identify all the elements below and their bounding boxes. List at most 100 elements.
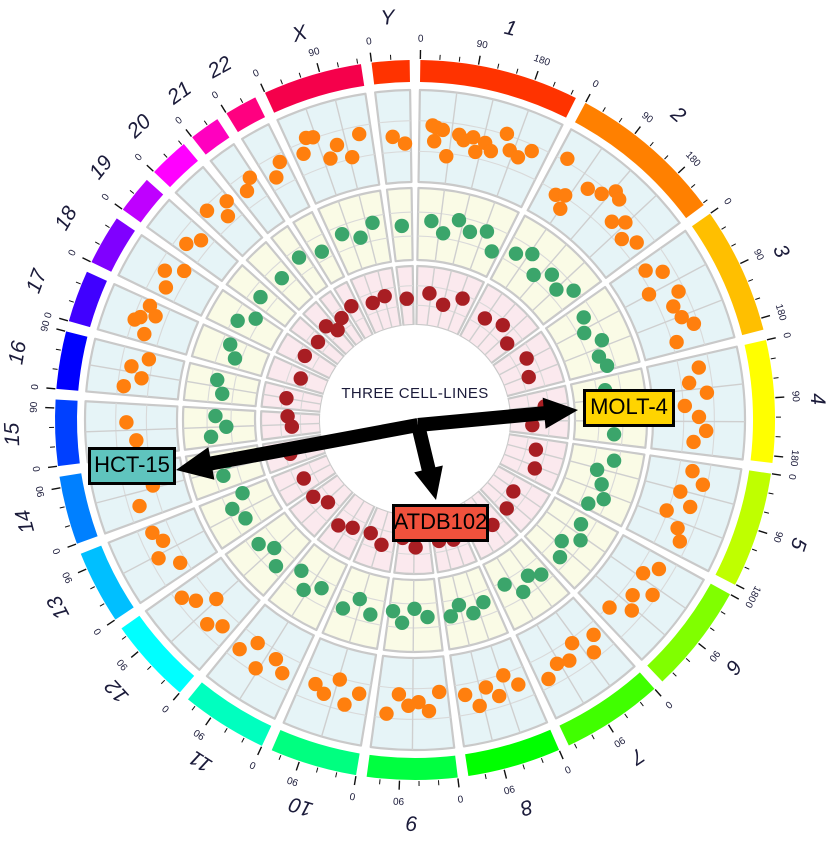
data-point — [318, 319, 334, 334]
data-point — [305, 130, 321, 145]
data-point — [691, 360, 706, 375]
tick-label: 90 — [29, 401, 40, 413]
callout-molt4[interactable]: MOLT-4 — [583, 389, 675, 427]
data-point — [238, 511, 253, 526]
tick-label: 180 — [683, 150, 703, 170]
data-point — [476, 594, 491, 610]
tick-label: 90 — [61, 570, 76, 585]
data-point — [352, 126, 367, 142]
data-point — [193, 233, 209, 248]
data-point — [576, 310, 591, 325]
data-point — [203, 429, 219, 445]
data-point — [526, 267, 541, 283]
data-point — [666, 299, 681, 314]
data-point — [549, 656, 565, 672]
data-point — [232, 642, 247, 657]
tick-label: 90 — [34, 485, 47, 498]
data-point — [525, 246, 540, 262]
tick-label: 90 — [392, 795, 404, 806]
data-point — [594, 477, 609, 492]
data-point — [296, 471, 311, 486]
tick-label: 0 — [349, 790, 357, 802]
tick-label: 0 — [251, 67, 261, 79]
data-point — [199, 203, 215, 218]
annotation-arrow — [411, 423, 443, 500]
data-point — [363, 607, 378, 622]
chromosome-label-6: 6 — [721, 655, 747, 679]
data-point — [280, 409, 295, 424]
data-point — [669, 334, 684, 350]
data-point — [334, 227, 350, 242]
data-point — [511, 677, 526, 692]
data-point — [176, 263, 192, 279]
tick-label: 0 — [721, 196, 733, 207]
callout-atdb102[interactable]: ATDB102 — [392, 504, 489, 542]
data-point — [521, 369, 536, 385]
chromosome-label-1: 1 — [502, 16, 519, 41]
data-point — [604, 214, 620, 229]
data-point — [151, 551, 166, 566]
data-point — [272, 154, 287, 170]
data-point — [345, 520, 360, 535]
tick-label: 0 — [174, 115, 186, 127]
tick-label: 90 — [307, 46, 321, 60]
chromosome-label-5: 5 — [786, 535, 812, 553]
data-point — [397, 136, 413, 151]
data-point — [365, 295, 380, 311]
data-point — [374, 537, 389, 552]
data-point — [541, 671, 556, 687]
callout-hct15-label: HCT-15 — [94, 452, 170, 477]
tick-label: 0 — [160, 702, 172, 714]
data-point — [557, 188, 573, 203]
data-point — [133, 309, 148, 325]
data-point — [210, 372, 225, 388]
data-point — [173, 555, 188, 570]
chromosome-label-18: 18 — [50, 202, 82, 234]
data-point — [242, 170, 258, 185]
tick-label: 0 — [30, 383, 41, 390]
data-point — [594, 333, 610, 348]
data-point — [624, 603, 640, 618]
data-point — [618, 215, 633, 230]
data-point — [174, 590, 190, 605]
data-point — [635, 566, 651, 581]
data-point — [466, 130, 481, 145]
data-point — [562, 653, 577, 668]
data-point — [645, 587, 660, 603]
data-point — [594, 186, 609, 202]
data-point — [499, 126, 515, 142]
data-point — [674, 309, 689, 325]
tick-label: 180 — [788, 449, 801, 467]
data-point — [443, 609, 459, 624]
data-point — [580, 181, 595, 197]
data-point — [296, 582, 311, 598]
data-point — [248, 661, 263, 676]
data-point — [599, 358, 615, 373]
annotation-arrow — [417, 397, 578, 432]
data-point — [385, 129, 400, 145]
chromosome-label-10: 10 — [286, 792, 315, 821]
data-point — [239, 183, 255, 199]
data-point — [320, 495, 336, 510]
data-point — [394, 218, 409, 234]
center-caption: THREE CELL-LINES — [341, 385, 488, 402]
data-point — [353, 230, 368, 245]
callout-hct15[interactable]: HCT-15 — [88, 447, 176, 485]
data-point — [145, 525, 160, 540]
data-point — [379, 706, 394, 721]
tick-label: 90 — [502, 782, 516, 796]
tick-label: 90 — [639, 110, 655, 126]
data-point — [331, 518, 346, 533]
data-point — [279, 391, 294, 406]
data-point — [316, 686, 332, 702]
data-point — [219, 419, 234, 434]
data-point — [591, 349, 607, 364]
data-point — [250, 635, 265, 651]
data-point — [421, 703, 437, 719]
tick-label: 0 — [662, 698, 674, 710]
callout-molt4-label: MOLT-4 — [590, 394, 668, 419]
data-point — [352, 591, 367, 607]
data-point — [394, 615, 410, 630]
